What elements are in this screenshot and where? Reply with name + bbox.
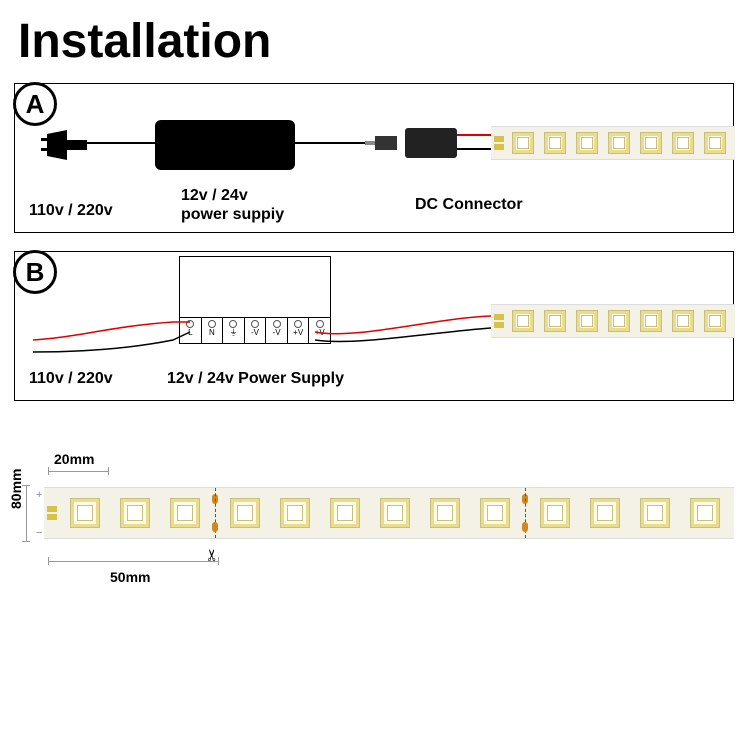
led-strip	[491, 304, 735, 338]
psu-label: 12v / 24v power suppiy	[181, 186, 284, 224]
height-label: 80mm	[8, 469, 24, 509]
psu-label-line2: power suppiy	[181, 206, 284, 223]
input-voltage-label: 110v / 220v	[29, 370, 113, 388]
terminal-label: -V	[273, 328, 281, 337]
dc-wires	[315, 316, 505, 356]
cut-interval-label: 50mm	[110, 569, 150, 585]
polarity-plus: +	[36, 489, 42, 501]
led-strip-detail	[44, 487, 734, 539]
power-supply-box: L N ⏚ -V -V +V +V	[179, 256, 331, 344]
pitch-label: 20mm	[54, 451, 94, 467]
cut-mark-icon	[210, 488, 220, 538]
terminal-label: -V	[251, 328, 259, 337]
step-a-panel: A 110v / 220v	[14, 83, 734, 233]
scissors-icon: ✂	[203, 548, 223, 561]
dimension-diagram: 20mm 80mm + − ✂ 50mm	[14, 451, 734, 611]
barrel-jack-icon	[375, 136, 397, 150]
dc-wire-positive	[457, 134, 491, 136]
cable-ac	[85, 142, 155, 144]
terminal-label: N	[209, 328, 215, 337]
terminal-block: L N ⏚ -V -V +V +V	[180, 317, 330, 343]
input-voltage-label: 110v / 220v	[29, 202, 113, 220]
dc-wire-negative	[457, 148, 491, 150]
psu-label: 12v / 24v Power Supply	[167, 370, 344, 388]
ac-wires	[33, 320, 193, 360]
wall-plug-icon	[41, 128, 91, 162]
power-brick	[155, 120, 295, 170]
terminal-label: ⏚	[229, 328, 237, 337]
cut-mark-icon	[520, 488, 530, 538]
dc-connector-icon	[405, 128, 457, 158]
dc-connector-label: DC Connector	[415, 196, 523, 214]
step-a-badge: A	[13, 82, 57, 126]
page-title: Installation	[18, 14, 736, 69]
step-b-panel: B L N ⏚ -V -V +V +V	[14, 251, 734, 401]
psu-label-line1: 12v / 24v	[181, 187, 248, 204]
polarity-minus: −	[36, 527, 42, 539]
terminal-label: +V	[293, 328, 303, 337]
led-strip	[491, 126, 735, 160]
step-b-badge: B	[13, 250, 57, 294]
cable-dc	[295, 142, 375, 144]
